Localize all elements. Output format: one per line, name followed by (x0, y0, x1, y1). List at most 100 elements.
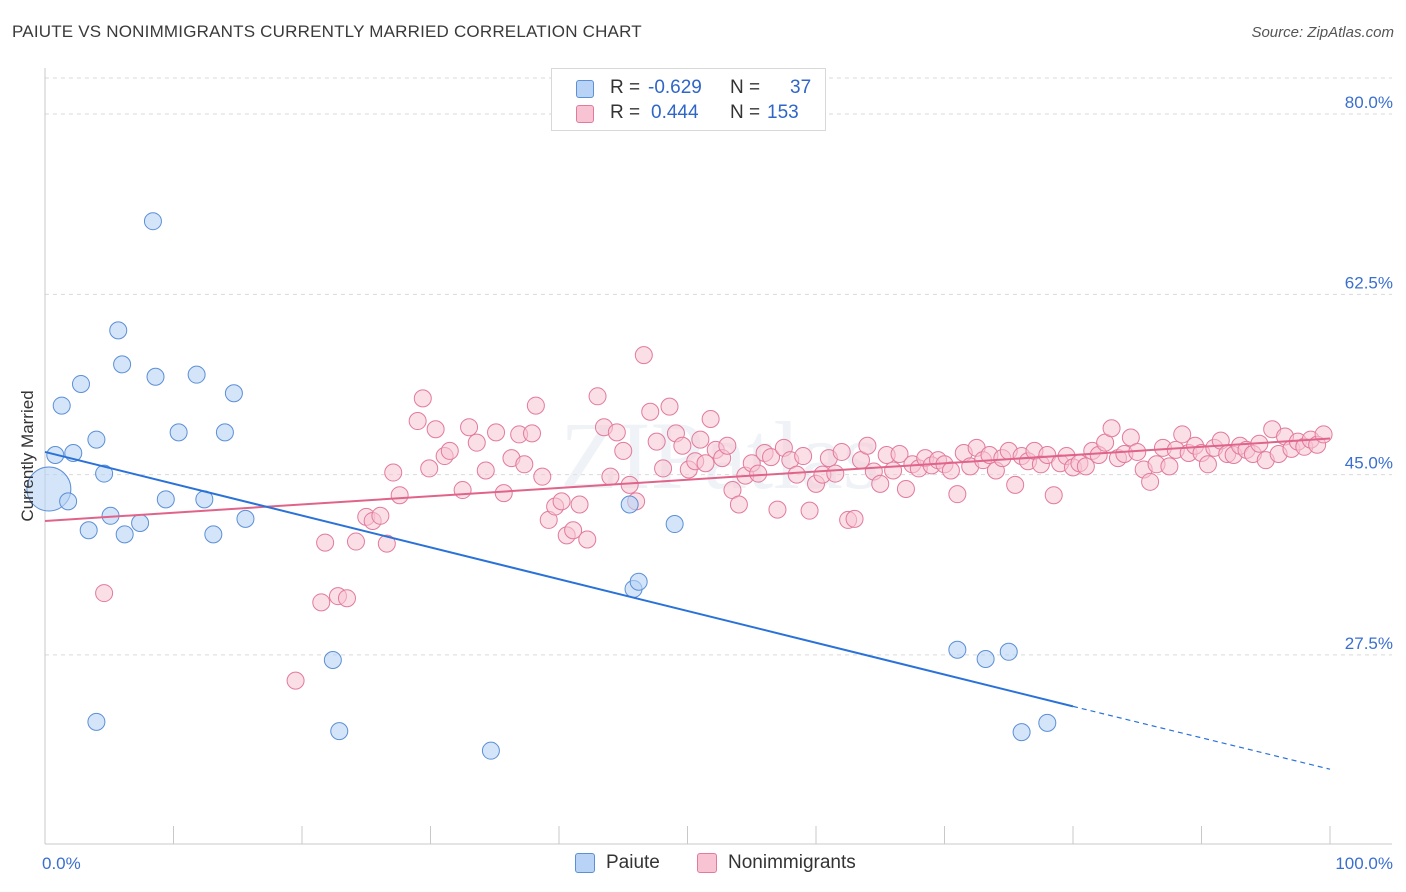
y-tick-label: 80.0% (1345, 93, 1393, 112)
nonimmigrants-point (384, 463, 403, 482)
paiute-point (156, 490, 175, 509)
paiute-point (87, 430, 106, 449)
nonimmigrants-point (286, 671, 305, 690)
nonimmigrants-point (1314, 425, 1333, 444)
nonimmigrants-point (787, 465, 806, 484)
nonimmigrants-point (316, 533, 335, 552)
nonimmigrants-point (1173, 425, 1192, 444)
paiute-point (236, 509, 255, 528)
nonimmigrants-point (526, 396, 545, 415)
paiute-point (131, 514, 150, 533)
paiute-point (629, 572, 648, 591)
paiute-point (976, 649, 995, 668)
y-tick-label: 27.5% (1345, 634, 1393, 653)
nonimmigrants-legend-label: Nonimmigrants (728, 852, 856, 873)
nonimmigrants-point (718, 436, 737, 455)
nonimmigrants-point (312, 593, 331, 612)
paiute-point (95, 464, 114, 483)
trend-lines (44, 437, 1331, 770)
paiute-n-value: 37 (790, 77, 812, 98)
paiute-point (1038, 713, 1057, 732)
nonimmigrants-point (691, 430, 710, 449)
source-credit: Source: ZipAtlas.com (1251, 24, 1394, 41)
y-tick-label: 45.0% (1345, 454, 1393, 473)
paiute-point (169, 423, 188, 442)
nonimmigrants-point (460, 418, 479, 437)
nonimmigrants-point (426, 420, 445, 439)
paiute-points (26, 212, 1057, 760)
paiute-point (665, 515, 684, 534)
nonimmigrants-point (1044, 486, 1063, 505)
nonimmigrants-point (578, 530, 597, 549)
nonimmigrants-point (570, 495, 589, 514)
nonimmigrants-point (371, 506, 390, 525)
paiute-point (215, 423, 234, 442)
nonimmigrants-point (476, 461, 495, 480)
paiute-trendline (44, 450, 1074, 708)
paiute-point (113, 355, 132, 374)
nonimmigrants-swatch (576, 105, 594, 123)
nonimmigrants-point (408, 412, 427, 431)
nonimmigrants-point (420, 459, 439, 478)
paiute-point (109, 321, 128, 340)
nonimmigrants-points (95, 346, 1333, 690)
nonimmigrants-point (337, 589, 356, 608)
nonimmigrants-point (794, 447, 813, 466)
nonimmigrants-point (607, 423, 626, 442)
nonimmigrants-point (749, 464, 768, 483)
nonimmigrants-point (647, 432, 666, 451)
nonimmigrants-point (858, 436, 877, 455)
nonimmigrants-point (95, 584, 114, 603)
paiute-point (1012, 723, 1031, 742)
paiute-point (224, 384, 243, 403)
nonimmigrants-point (871, 474, 890, 493)
nonimmigrants-point (588, 387, 607, 406)
paiute-point (52, 396, 71, 415)
paiute-trendline-extension (1072, 705, 1331, 770)
paiute-point (330, 722, 349, 741)
paiute-point (79, 521, 98, 540)
nonimmigrants-point (641, 402, 660, 421)
n-label: N = (730, 77, 761, 98)
nonimmigrants-point (515, 455, 534, 474)
nonimmigrants-point (413, 389, 432, 408)
y-axis-label: Currently Married (18, 390, 37, 521)
nonimmigrants-legend-swatch (697, 853, 717, 873)
nonimmigrants-point (564, 521, 583, 540)
nonimmigrants-point (673, 436, 692, 455)
nonimmigrants-point (377, 534, 396, 553)
paiute-point (187, 365, 206, 384)
r-label: R = (610, 102, 641, 123)
paiute-point (323, 651, 342, 670)
nonimmigrants-point (533, 467, 552, 486)
paiute-point (71, 374, 90, 393)
paiute-point (948, 640, 967, 659)
paiute-swatch (576, 80, 594, 98)
paiute-legend-label: Paiute (606, 852, 660, 873)
nonimmigrants-point (614, 441, 633, 460)
nonimmigrants-point (826, 464, 845, 483)
nonimmigrants-point (832, 442, 851, 461)
r-label: R = (610, 77, 641, 98)
paiute-legend-swatch (575, 853, 595, 873)
paiute-point (620, 495, 639, 514)
paiute-point (146, 367, 165, 386)
nonimmigrants-point (1076, 457, 1095, 476)
nonimmigrants-point (696, 454, 715, 473)
tick-labels: 27.5% 45.0% 62.5% 80.0% 0.0% 100.0% (42, 93, 1393, 873)
nonimmigrants-r-value: 0.444 (651, 102, 699, 123)
nonimmigrants-point (884, 461, 903, 480)
nonimmigrants-point (1038, 446, 1057, 465)
x-tick-label: 100.0% (1335, 854, 1393, 873)
nonimmigrants-point (523, 424, 542, 443)
nonimmigrants-point (1141, 472, 1160, 491)
nonimmigrants-point (768, 500, 787, 519)
nonimmigrants-point (896, 480, 915, 499)
nonimmigrants-point (654, 459, 673, 478)
nonimmigrants-point (390, 486, 409, 505)
nonimmigrants-point (890, 445, 909, 463)
paiute-r-value: -0.629 (648, 77, 702, 98)
nonimmigrants-point (941, 461, 960, 480)
paiute-point (115, 525, 134, 544)
nonimmigrants-point (552, 492, 571, 511)
